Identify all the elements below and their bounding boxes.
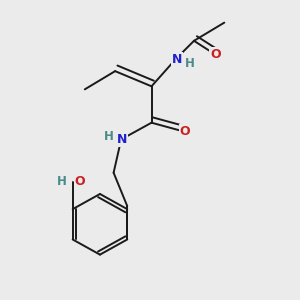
Text: N: N bbox=[172, 52, 182, 65]
Text: O: O bbox=[74, 175, 85, 188]
Text: O: O bbox=[180, 125, 190, 138]
Text: N: N bbox=[117, 133, 127, 146]
Text: O: O bbox=[210, 48, 220, 61]
Text: H: H bbox=[184, 57, 194, 70]
Text: H: H bbox=[104, 130, 114, 143]
Text: H: H bbox=[57, 175, 67, 188]
